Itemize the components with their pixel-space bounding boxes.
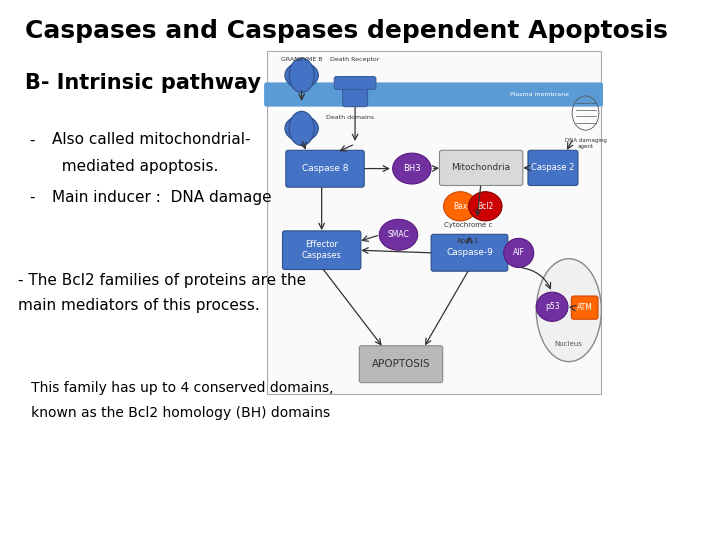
Ellipse shape xyxy=(289,58,314,92)
Text: -: - xyxy=(30,190,35,205)
FancyBboxPatch shape xyxy=(266,51,600,394)
Ellipse shape xyxy=(536,292,568,321)
Text: APOPTOSIS: APOPTOSIS xyxy=(372,359,431,369)
FancyBboxPatch shape xyxy=(286,150,364,187)
Text: Cytochrome c: Cytochrome c xyxy=(444,222,492,228)
Ellipse shape xyxy=(469,192,502,221)
Text: Bax: Bax xyxy=(453,202,467,211)
Text: main mediators of this process.: main mediators of this process. xyxy=(19,298,260,313)
Text: ATM: ATM xyxy=(577,303,593,312)
FancyBboxPatch shape xyxy=(359,346,443,383)
Text: Caspases and Caspases dependent Apoptosis: Caspases and Caspases dependent Apoptosi… xyxy=(24,19,667,43)
Text: B- Intrinsic pathway: B- Intrinsic pathway xyxy=(24,73,261,93)
Text: Death domains: Death domains xyxy=(326,114,374,120)
Text: known as the Bcl2 homology (BH) domains: known as the Bcl2 homology (BH) domains xyxy=(19,406,330,420)
Text: AIF: AIF xyxy=(513,248,525,258)
Text: BH3: BH3 xyxy=(403,164,420,173)
FancyBboxPatch shape xyxy=(528,150,578,185)
Text: Main inducer :  DNA damage: Main inducer : DNA damage xyxy=(52,190,271,205)
Text: GRANZYME B: GRANZYME B xyxy=(281,57,323,63)
Ellipse shape xyxy=(504,238,534,267)
Text: DNA damaging
agent: DNA damaging agent xyxy=(564,138,606,149)
FancyBboxPatch shape xyxy=(431,234,508,271)
Text: Caspase 2: Caspase 2 xyxy=(531,164,575,172)
Text: Also called mitochondrial-: Also called mitochondrial- xyxy=(52,132,251,147)
Text: Death Receptor: Death Receptor xyxy=(330,57,379,63)
Text: SMAC: SMAC xyxy=(387,230,410,239)
Text: Plasma membrane: Plasma membrane xyxy=(510,92,570,97)
Text: Caspase 8: Caspase 8 xyxy=(302,164,348,173)
Text: p53: p53 xyxy=(545,302,559,311)
FancyBboxPatch shape xyxy=(264,83,603,106)
Ellipse shape xyxy=(379,219,418,250)
Ellipse shape xyxy=(392,153,431,184)
Text: -: - xyxy=(30,132,35,147)
FancyBboxPatch shape xyxy=(572,296,598,319)
FancyBboxPatch shape xyxy=(334,77,376,90)
Text: Bcl2: Bcl2 xyxy=(477,202,493,211)
Ellipse shape xyxy=(444,192,477,221)
Ellipse shape xyxy=(536,259,601,362)
Text: - The Bcl2 families of proteins are the: - The Bcl2 families of proteins are the xyxy=(19,273,307,288)
FancyBboxPatch shape xyxy=(439,150,523,185)
Text: mediated apoptosis.: mediated apoptosis. xyxy=(52,159,218,174)
Text: Nucleus: Nucleus xyxy=(555,341,582,347)
Text: Caspase-9: Caspase-9 xyxy=(446,248,493,257)
Ellipse shape xyxy=(289,111,314,146)
Text: Apaf-1: Apaf-1 xyxy=(457,238,480,244)
Text: This family has up to 4 conserved domains,: This family has up to 4 conserved domain… xyxy=(19,381,334,395)
Ellipse shape xyxy=(285,63,318,88)
FancyBboxPatch shape xyxy=(282,231,361,269)
Ellipse shape xyxy=(285,116,318,141)
FancyBboxPatch shape xyxy=(343,77,367,106)
Text: Effector
Caspases: Effector Caspases xyxy=(302,240,341,260)
Text: Mitochondria: Mitochondria xyxy=(451,164,510,172)
